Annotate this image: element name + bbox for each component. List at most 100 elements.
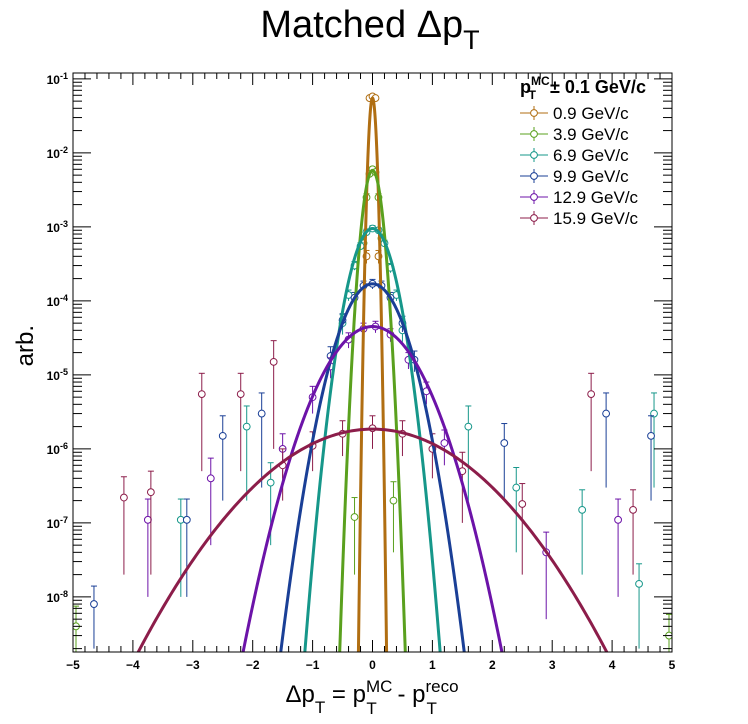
y-tick-exponent: -3 <box>60 219 68 229</box>
data-point <box>120 476 128 575</box>
data-point <box>512 467 521 553</box>
y-tick-base: 10 <box>47 369 61 383</box>
plot-content <box>73 92 672 652</box>
data-marker <box>242 422 251 431</box>
data-point <box>500 423 509 501</box>
data-marker <box>236 390 245 398</box>
series-6 <box>120 340 637 575</box>
legend-item: 0.9 GeV/c <box>520 104 629 123</box>
data-marker <box>650 409 658 418</box>
y-tick-label: 10-2 <box>47 145 68 161</box>
data-marker <box>635 579 643 588</box>
legend-label: 12.9 GeV/c <box>553 188 639 207</box>
data-point <box>650 392 658 488</box>
legend: pMC T ± 0.1 GeV/c 0.9 GeV/c 3.9 GeV/c 6.9 Ge… <box>520 74 646 228</box>
data-marker <box>146 488 155 497</box>
data-marker <box>587 390 596 398</box>
legend-marker <box>530 193 538 201</box>
data-point <box>602 392 611 488</box>
data-point <box>350 497 359 575</box>
x-tick-label: −1 <box>306 658 320 672</box>
data-point <box>206 457 215 546</box>
data-point <box>218 415 227 501</box>
legend-header-sub: T <box>529 88 537 102</box>
fit-curve-5 <box>241 325 504 652</box>
data-point <box>587 372 596 472</box>
y-tick-base: 10 <box>47 295 61 309</box>
y-tick-base: 10 <box>47 221 61 235</box>
y-tick-base: 10 <box>47 443 61 457</box>
x-label-mc-sup: MC <box>366 677 392 696</box>
y-tick-label: 10-1 <box>47 71 68 87</box>
x-tick-label: 5 <box>669 658 676 672</box>
y-tick-exponent: -8 <box>60 589 68 599</box>
legend-header: pMC T ± 0.1 GeV/c <box>520 74 646 102</box>
x-label-reco-sub: T <box>427 699 437 718</box>
data-marker <box>464 422 473 431</box>
data-marker <box>90 600 98 608</box>
x-tick-label: 2 <box>489 658 496 672</box>
legend-item: 15.9 GeV/c <box>520 209 639 228</box>
legend-item: 12.9 GeV/c <box>520 188 639 207</box>
x-label-dp-sub: T <box>315 698 325 717</box>
legend-header-p: p <box>520 77 531 97</box>
legend-label: 9.9 GeV/c <box>553 167 629 186</box>
data-marker <box>512 483 521 492</box>
legend-entries: 0.9 GeV/c 3.9 GeV/c 6.9 GeV/c 9.9 GeV/c 12.9… <box>520 104 639 228</box>
data-marker <box>500 439 509 447</box>
data-marker <box>206 474 215 483</box>
fit-curve-1 <box>356 96 389 652</box>
data-point <box>518 483 527 575</box>
legend-label: 15.9 GeV/c <box>553 209 639 228</box>
x-axis-label: ΔpT = pMC T - preco T <box>285 677 458 718</box>
data-marker <box>182 515 191 524</box>
data-point <box>146 470 155 575</box>
data-marker <box>389 496 398 505</box>
y-tick-base: 10 <box>47 73 61 87</box>
y-tick-exponent: -1 <box>60 71 68 81</box>
data-marker <box>350 513 359 521</box>
data-marker <box>120 493 128 502</box>
legend-header-sup: MC <box>531 74 550 88</box>
legend-item: 3.9 GeV/c <box>520 125 629 144</box>
y-tick-base: 10 <box>47 591 61 605</box>
data-point <box>440 429 449 466</box>
data-point <box>236 372 245 472</box>
legend-item: 9.9 GeV/c <box>520 167 629 186</box>
data-point <box>242 405 251 501</box>
data-point <box>197 372 206 472</box>
y-tick-base: 10 <box>47 517 61 531</box>
fit-curve-3 <box>303 227 442 652</box>
axes: −5 −4 −3 −2 −1 0 1 2 3 4 510-810-710-610-510-410-3… <box>47 71 676 672</box>
data-point <box>629 489 637 575</box>
data-marker <box>518 500 527 508</box>
fit-curve-2 <box>338 168 407 652</box>
x-label-dp: Δp <box>285 681 314 708</box>
data-marker <box>647 431 655 440</box>
x-tick-label: −5 <box>66 658 80 672</box>
data-point <box>90 585 98 649</box>
data-marker <box>257 409 266 418</box>
data-point <box>143 498 152 597</box>
y-tick-label: 10-6 <box>47 441 68 457</box>
x-label-minus: - p <box>391 681 426 708</box>
chart-title-sub: T <box>463 25 480 55</box>
data-point <box>257 392 266 488</box>
data-marker <box>578 505 587 514</box>
data-marker <box>269 357 278 366</box>
x-tick-label: −4 <box>126 658 140 672</box>
y-tick-label: 10-3 <box>47 219 68 235</box>
x-tick-label: 1 <box>429 658 436 672</box>
fit-curve-4 <box>279 282 466 652</box>
data-point <box>389 481 398 553</box>
x-tick-label: 3 <box>549 658 556 672</box>
data-marker <box>218 431 227 440</box>
legend-label: 3.9 GeV/c <box>553 125 629 144</box>
data-marker <box>602 409 611 418</box>
y-tick-base: 10 <box>47 147 61 161</box>
x-label-eq: = p <box>325 681 366 708</box>
y-tick-exponent: -7 <box>60 515 68 525</box>
chart-title-main: Matched Δp <box>260 4 463 46</box>
y-tick-label: 10-7 <box>47 515 68 531</box>
legend-marker <box>530 151 538 159</box>
